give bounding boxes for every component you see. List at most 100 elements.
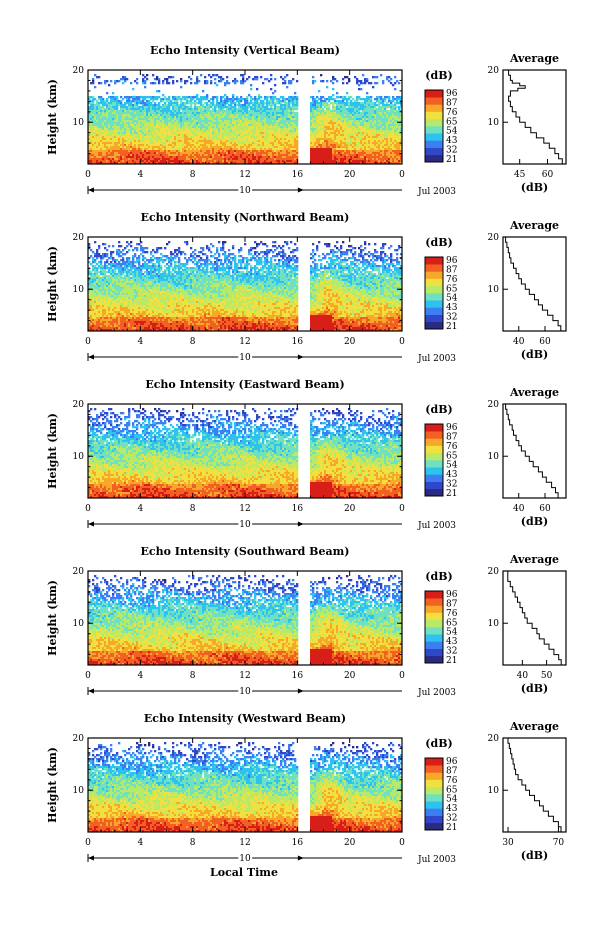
average-frame [503,70,566,164]
y-tick-label: 20 [73,233,85,243]
panel-4: Echo Intensity (Westward Beam)0 4 8 12 16 20 0… [46,712,566,865]
avg-y-tick-label: 10 [488,118,500,128]
y-axis-label: Height (km) [46,79,59,155]
x-tick-label: 20 [344,504,356,514]
colorbar-unit: (dB) [425,570,452,583]
y-tick-label: 20 [73,734,85,744]
colorbar-unit: (dB) [425,737,452,750]
panel-title: Echo Intensity (Southward Beam) [141,545,350,558]
avg-x-label: (dB) [521,181,548,194]
figure-canvas: Echo Intensity (Vertical Beam) 0 4 8 12 16 20 0… [0,0,616,929]
colorbar-label: 21 [446,656,457,666]
x-tick-label: 12 [239,671,250,681]
panel-title: Echo Intensity (Vertical Beam) [150,44,340,57]
colorbar-label: 21 [446,155,457,165]
colorbar-label: 21 [446,322,457,332]
arrow-head-left [88,856,94,861]
x-tick-label: 20 [344,170,356,180]
colorbar [425,424,443,496]
arrow-head-left [88,689,94,694]
avg-x-tick-label: 60 [539,504,551,514]
day-label: 10 [239,186,251,196]
date-label: Jul 2003 [417,688,456,698]
x-tick-label: 20 [344,838,356,848]
colorbar-unit: (dB) [425,236,452,249]
arrow-head-left [88,522,94,527]
date-label: Jul 2003 [417,187,456,197]
x-tick-label: 0 [399,504,405,514]
heatmap [88,241,402,331]
x-tick-label: 0 [399,838,405,848]
x-tick-label: 4 [137,170,143,180]
average-profile-line [506,404,561,498]
panel-title: Echo Intensity (Northward Beam) [141,211,350,224]
average-profile-line [508,738,564,832]
avg-x-label: (dB) [521,682,548,695]
y-axis-label: Height (km) [46,413,59,489]
average-frame [503,571,566,665]
x-tick-label: 20 [344,337,356,347]
y-tick-label: 10 [73,786,85,796]
average-title: Average [509,386,559,399]
y-tick-label: 10 [73,619,85,629]
arrow-head-left [88,188,94,193]
day-label: 10 [239,687,251,697]
colorbar [425,257,443,329]
avg-y-tick-label: 10 [488,786,500,796]
x-tick-label: 16 [292,671,304,681]
arrow-head-right [298,689,304,694]
avg-x-label: (dB) [521,515,548,528]
x-tick-label: 4 [137,504,143,514]
avg-y-tick-label: 10 [488,619,500,629]
avg-y-tick-label: 20 [488,400,500,410]
x-tick-label: 16 [292,170,304,180]
x-tick-label: 4 [137,337,143,347]
x-tick-label: 0 [85,838,91,848]
y-tick-label: 10 [73,118,85,128]
x-tick-label: 0 [85,504,91,514]
x-tick-label: 20 [344,671,356,681]
avg-y-tick-label: 10 [488,452,500,462]
x-tick-label: 0 [85,337,91,347]
avg-x-tick-label: 60 [539,337,551,347]
arrow-head-right [298,856,304,861]
avg-x-tick-label: 60 [542,170,554,180]
avg-x-tick-label: 30 [502,838,514,848]
colorbar-unit: (dB) [425,69,452,82]
avg-y-tick-label: 20 [488,567,500,577]
date-label: Jul 2003 [417,855,456,865]
average-frame [503,738,566,832]
arrow-head-right [298,355,304,360]
x-tick-label: 16 [292,337,304,347]
colorbar-label: 21 [446,489,457,499]
x-tick-label: 8 [190,838,196,848]
x-tick-label: 16 [292,504,304,514]
date-label: Jul 2003 [417,521,456,531]
x-tick-label: 16 [292,838,304,848]
avg-y-tick-label: 10 [488,285,500,295]
y-tick-label: 20 [73,66,85,76]
avg-x-label: (dB) [521,849,548,862]
heatmap [88,575,402,665]
average-title: Average [509,219,559,232]
heatmap [88,74,402,164]
avg-y-tick-label: 20 [488,233,500,243]
day-label: 10 [239,854,251,864]
y-tick-label: 10 [73,452,85,462]
x-tick-label: 0 [399,170,405,180]
x-tick-label: 12 [239,838,250,848]
x-tick-label: 8 [190,337,196,347]
arrow-head-right [298,188,304,193]
average-profile-line [508,571,564,665]
avg-x-tick-label: 40 [513,337,525,347]
x-tick-label: 12 [239,337,250,347]
colorbar [425,758,443,830]
x-tick-label: 0 [85,170,91,180]
colorbar [425,591,443,663]
day-label: 10 [239,520,251,530]
